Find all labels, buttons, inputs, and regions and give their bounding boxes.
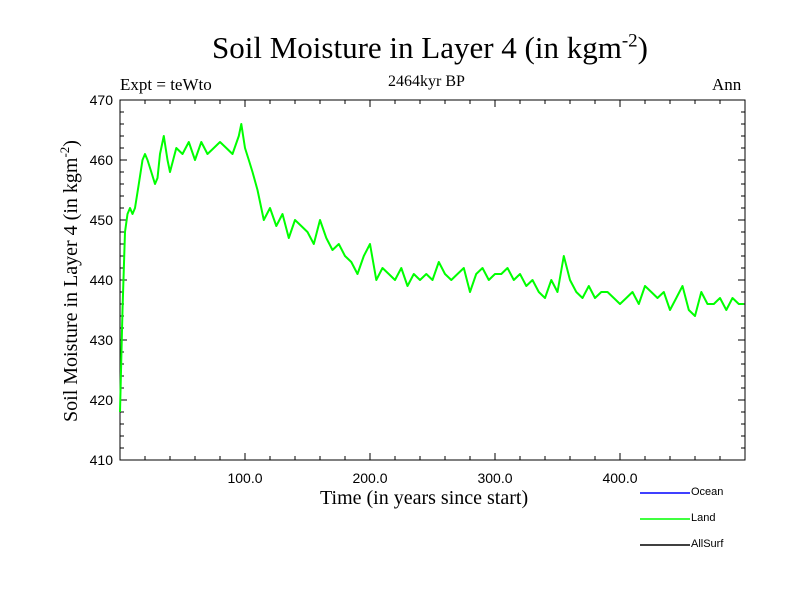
legend-label-land: Land [691,512,716,524]
y-tick-label: 470 [90,92,114,108]
y-tick-label: 460 [90,152,114,168]
season-label: Ann [712,75,742,94]
axis-ticks: 100.0 200.0 300.0 400.0 410 420 430 440 450 460 47… [90,92,745,486]
y-tick-label: 450 [90,212,114,228]
y-tick-label: 420 [90,392,114,408]
chart-subtitle: 2464kyr BP [388,73,465,90]
x-tick-label: 200.0 [352,470,387,486]
legend-label-ocean: Ocean [691,486,724,498]
legend [640,492,690,546]
y-tick-label: 430 [90,332,114,348]
x-tick-label: 400.0 [602,470,637,486]
series-line-land [119,123,744,413]
experiment-label: Expt = teWto [120,75,212,94]
series-lines [119,123,744,413]
x-tick-label: 300.0 [477,470,512,486]
legend-label-allsurf: AllSurf [691,538,724,550]
x-axis-label: Time (in years since start) [320,487,529,509]
x-tick-label: 100.0 [227,470,262,486]
chart-title: Soil Moisture in Layer 4 (in kgm-2) [212,30,648,65]
y-tick-label: 440 [90,272,114,288]
y-tick-label: 410 [90,452,114,468]
